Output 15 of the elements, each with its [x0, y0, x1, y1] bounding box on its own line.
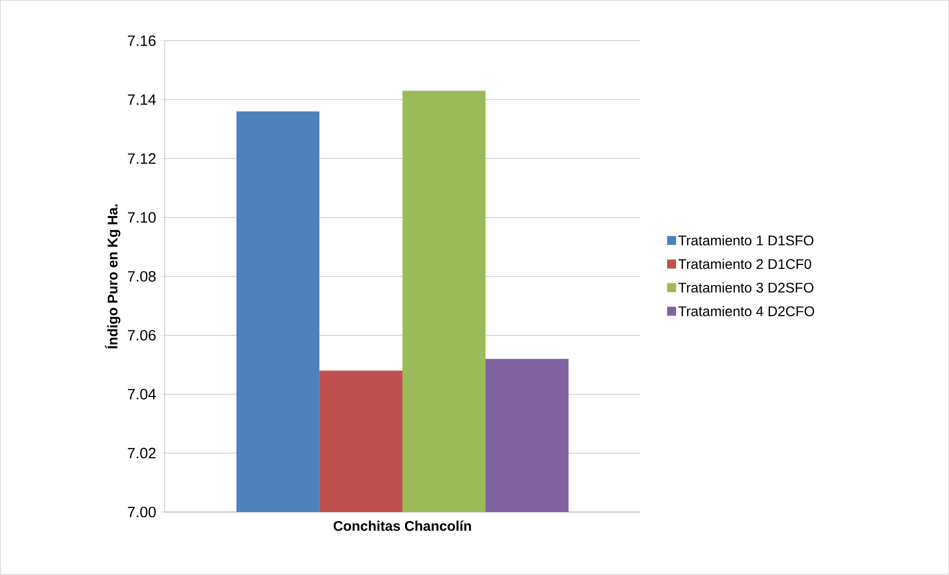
x-tick-label: Conchitas Chancolín — [334, 520, 471, 532]
legend-label: Tratamiento 4 D2CFO — [678, 306, 814, 316]
y-tick-label: 7.08 — [128, 271, 156, 282]
y-tick-label: 7.00 — [128, 506, 156, 518]
y-tick-label: 7.06 — [128, 330, 156, 341]
y-tick-label: 7.10 — [128, 212, 156, 223]
y-tick-label: 7.12 — [128, 153, 156, 164]
y-tick-label: 7.02 — [128, 448, 156, 459]
y-axis-title: Índigo Puro en Kg Ha. — [105, 204, 120, 349]
y-tick-label: 7.04 — [128, 389, 156, 400]
y-tick-label: 7.16 — [128, 36, 156, 46]
legend-label: Tratamiento 3 D2SFO — [678, 282, 814, 293]
legend-label: Tratamiento 1 D1SFO — [678, 235, 814, 246]
y-tick-label: 7.14 — [128, 94, 156, 105]
legend-label: Tratamiento 2 D1CF0 — [678, 258, 812, 270]
